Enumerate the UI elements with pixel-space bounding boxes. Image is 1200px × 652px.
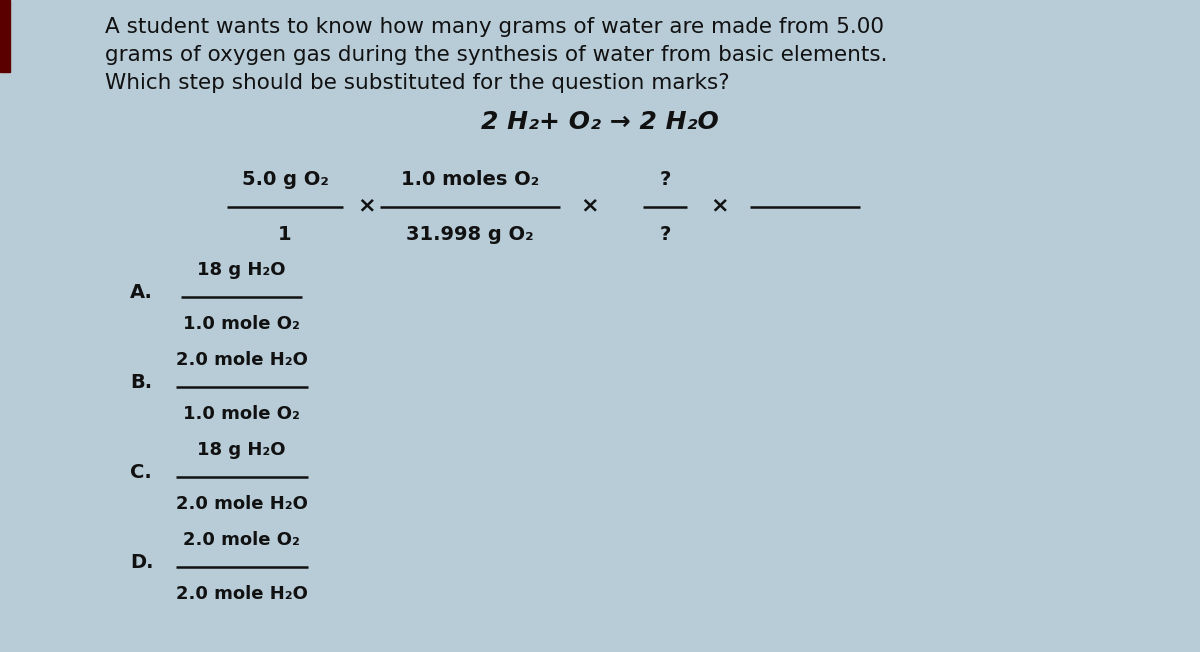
- Text: grams of oxygen gas during the synthesis of water from basic elements.: grams of oxygen gas during the synthesis…: [106, 45, 888, 65]
- Text: ?: ?: [659, 170, 671, 189]
- Text: A.: A.: [130, 282, 152, 301]
- Text: 1: 1: [278, 225, 292, 244]
- Text: 18 g H₂O: 18 g H₂O: [197, 441, 286, 459]
- Text: ×: ×: [710, 195, 730, 215]
- Text: Which step should be substituted for the question marks?: Which step should be substituted for the…: [106, 73, 730, 93]
- Text: 2 H₂+ O₂ → 2 H₂O: 2 H₂+ O₂ → 2 H₂O: [481, 110, 719, 134]
- Text: ?: ?: [659, 225, 671, 244]
- Text: D.: D.: [130, 552, 154, 572]
- Text: C.: C.: [130, 462, 151, 481]
- Text: 2.0 mole H₂O: 2.0 mole H₂O: [175, 351, 307, 369]
- Text: A student wants to know how many grams of water are made from 5.00: A student wants to know how many grams o…: [106, 17, 884, 37]
- Text: 2.0 mole H₂O: 2.0 mole H₂O: [175, 495, 307, 513]
- Text: 2.0 mole O₂: 2.0 mole O₂: [184, 531, 300, 549]
- Text: B.: B.: [130, 372, 152, 391]
- Text: 1.0 mole O₂: 1.0 mole O₂: [182, 315, 300, 333]
- Text: ×: ×: [358, 195, 377, 215]
- Text: 1.0 moles O₂: 1.0 moles O₂: [401, 170, 539, 189]
- Bar: [0, 0, 10, 72]
- Text: 18 g H₂O: 18 g H₂O: [197, 261, 286, 279]
- Text: 2.0 mole H₂O: 2.0 mole H₂O: [175, 585, 307, 603]
- Text: 1.0 mole O₂: 1.0 mole O₂: [184, 405, 300, 423]
- Text: 31.998 g O₂: 31.998 g O₂: [406, 225, 534, 244]
- Text: 5.0 g O₂: 5.0 g O₂: [241, 170, 329, 189]
- Text: ×: ×: [581, 195, 599, 215]
